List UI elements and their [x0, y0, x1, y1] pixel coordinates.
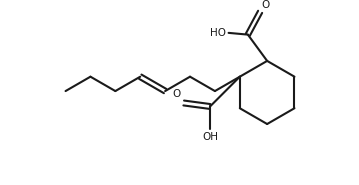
Text: O: O — [173, 89, 181, 99]
Text: OH: OH — [202, 132, 218, 142]
Text: O: O — [262, 0, 270, 10]
Text: HO: HO — [210, 28, 226, 38]
